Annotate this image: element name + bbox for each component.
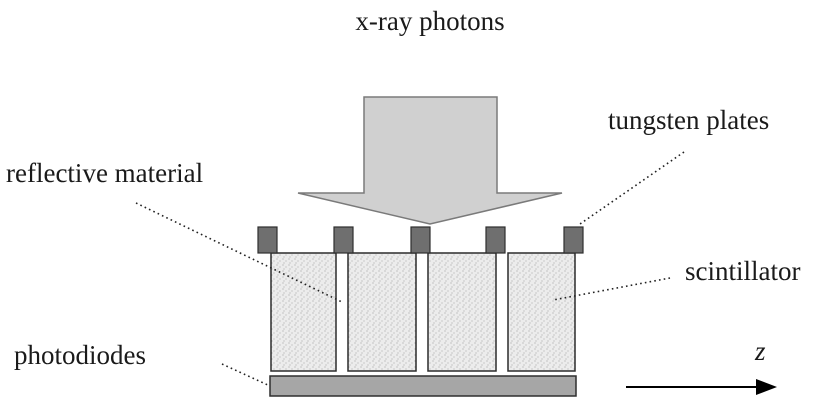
reflective-label: reflective material [6,158,203,188]
z-axis-arrow [626,379,777,395]
scintillator-cell [507,252,576,372]
photon-arrow [297,96,563,225]
photodiodes-leader [221,363,271,387]
z-axis-arrowhead [756,379,777,395]
scintillator-label: scintillator [685,256,800,286]
tungsten-plate-row [257,226,584,254]
tungsten-leader [579,151,685,225]
tungsten-plate [410,226,431,254]
tungsten-plate [563,226,584,254]
scintillator-cell [427,252,497,372]
axis-label-z: z [754,336,766,366]
tungsten-plate [485,226,506,254]
scintillator-leader [552,277,671,301]
photodiode-bar [269,375,577,397]
scintillator-cell [347,252,417,372]
tungsten-plate [257,226,278,254]
photodiodes-label: photodiodes [14,340,146,370]
tungsten-plate [333,226,354,254]
tungsten-label: tungsten plates [608,105,769,135]
scintillator-cell [270,252,337,372]
photons-label: x-ray photons [355,6,504,36]
scintillator-array [270,252,576,372]
